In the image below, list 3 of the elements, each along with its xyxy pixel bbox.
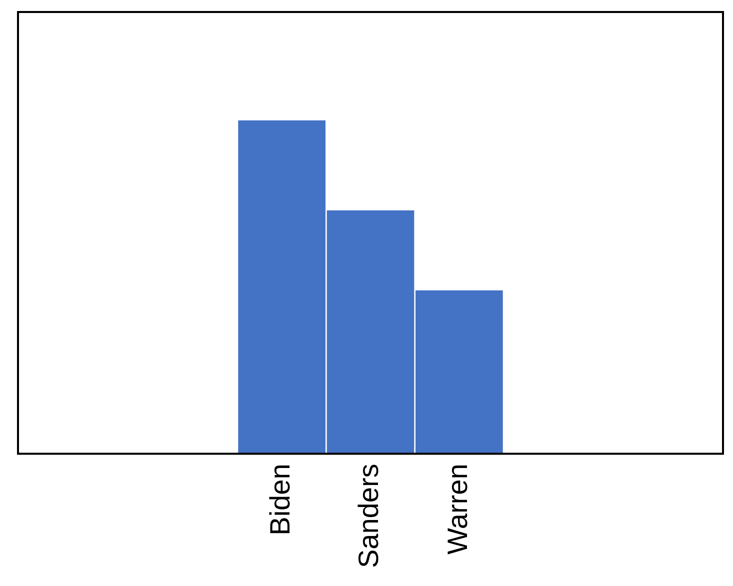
x-tick-label: Biden bbox=[264, 464, 296, 536]
x-tick-label: Sanders bbox=[353, 464, 384, 568]
x-tick-label: Warren bbox=[442, 464, 473, 554]
